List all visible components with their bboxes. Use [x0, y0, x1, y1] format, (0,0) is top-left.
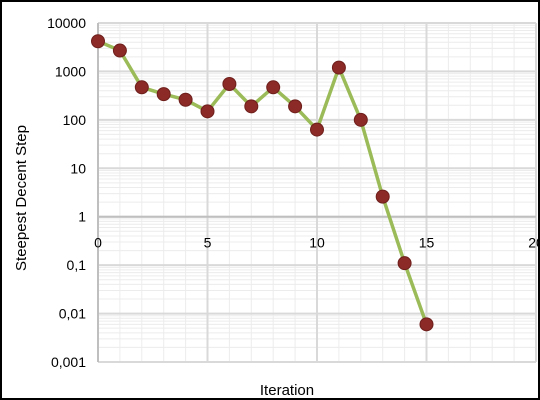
- x-tick-label: 5: [204, 235, 212, 251]
- data-point: [222, 77, 237, 92]
- y-tick-label: 0,1: [67, 257, 87, 273]
- data-point: [288, 99, 303, 114]
- data-point: [244, 99, 259, 114]
- data-point: [134, 80, 149, 95]
- tick-labels: 10000 1000 100 10 1 0,1 0,01 0,001 0 5 10 15 20: [47, 15, 540, 370]
- y-tick-label: 0,01: [59, 306, 86, 322]
- data-point: [331, 60, 346, 75]
- x-tick-label: 15: [419, 235, 435, 251]
- y-tick-label: 100: [63, 112, 87, 128]
- data-point: [397, 256, 412, 271]
- data-point: [266, 80, 281, 95]
- data-point: [91, 34, 105, 49]
- x-axis-title: Iteration: [260, 382, 314, 399]
- x-tick-label: 20: [528, 235, 540, 251]
- y-tick-label: 1000: [55, 63, 86, 79]
- x-tick-label: 0: [94, 235, 102, 251]
- data-point: [419, 317, 434, 332]
- y-tick-label: 1: [78, 209, 86, 225]
- x-tick-label: 10: [309, 235, 325, 251]
- data-point: [200, 104, 215, 119]
- data-point: [156, 87, 171, 102]
- y-tick-label: 10000: [47, 15, 86, 31]
- data-point: [178, 92, 193, 107]
- grid: [97, 22, 537, 363]
- y-tick-label: 10: [70, 160, 86, 176]
- series: [91, 34, 434, 332]
- data-point: [112, 43, 127, 58]
- data-point: [375, 189, 390, 204]
- data-point: [310, 122, 324, 137]
- axes: [97, 23, 536, 362]
- series-line: [97, 39, 429, 325]
- y-tick-label: 0,001: [51, 354, 86, 370]
- y-axis-title: Steepest Decent Step: [13, 125, 30, 271]
- data-point: [353, 112, 368, 127]
